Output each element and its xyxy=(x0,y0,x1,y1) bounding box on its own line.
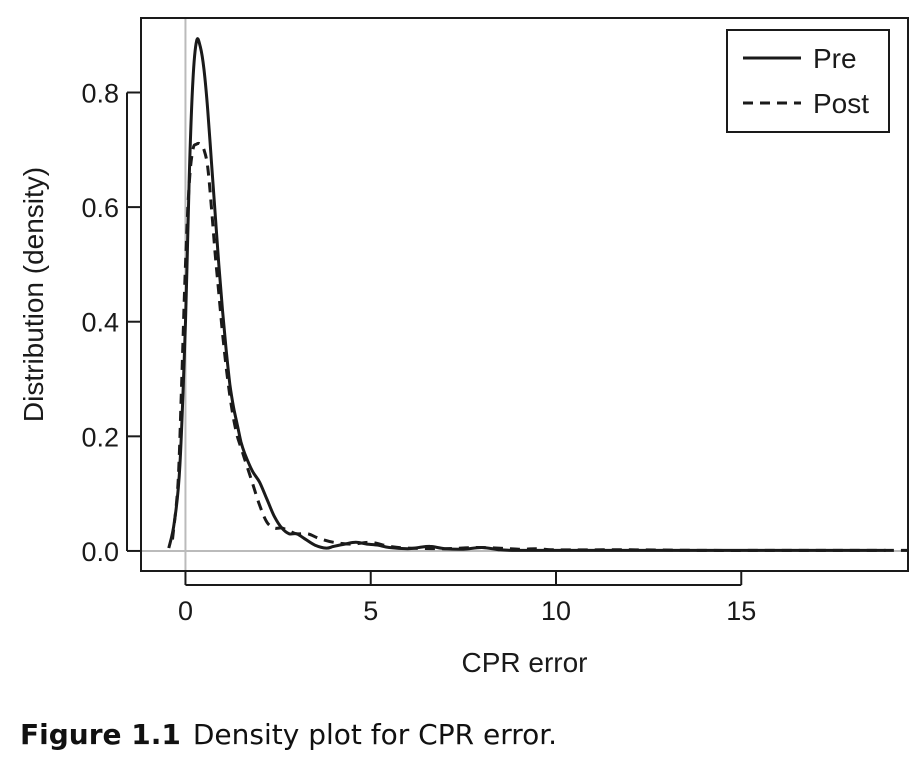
y-tick-label: 0.6 xyxy=(81,193,119,223)
legend-label-post: Post xyxy=(813,88,869,119)
figure-caption-text: Density plot for CPR error. xyxy=(192,718,558,751)
density-chart: 0 5 10 15 0.0 0.2 0.4 0.6 0.8 CPR error Distrib… xyxy=(18,17,909,678)
x-tick-label: 5 xyxy=(363,596,378,626)
y-tick-label: 0.8 xyxy=(81,78,119,108)
legend-label-pre: Pre xyxy=(813,43,857,74)
figure-caption: Figure 1.1 Density plot for CPR error. xyxy=(20,718,557,751)
x-axis-title: CPR error xyxy=(461,647,587,678)
figure-label: Figure 1.1 xyxy=(20,718,181,751)
series-layer xyxy=(167,37,908,552)
plot-frame xyxy=(140,17,909,572)
y-axis-title: Distribution (density) xyxy=(18,167,49,422)
legend: Pre Post xyxy=(726,29,890,133)
x-axis: 0 5 10 15 xyxy=(178,571,756,626)
y-axis: 0.0 0.2 0.4 0.6 0.8 xyxy=(81,78,141,567)
x-tick-label: 0 xyxy=(178,596,193,626)
y-tick-label: 0.0 xyxy=(81,537,119,567)
series-line-post xyxy=(171,141,908,552)
legend-box xyxy=(726,29,890,133)
y-tick-label: 0.2 xyxy=(81,422,119,452)
x-tick-label: 10 xyxy=(541,596,571,626)
x-tick-label: 15 xyxy=(726,596,756,626)
y-tick-label: 0.4 xyxy=(81,308,119,338)
